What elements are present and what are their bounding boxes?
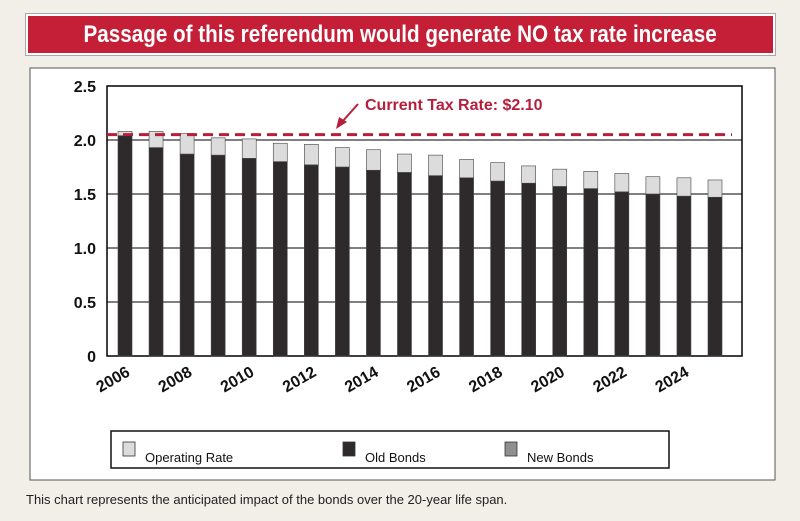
bar-operating-rate [304, 144, 319, 166]
bar-old-bonds [335, 166, 350, 357]
bar-old-bonds [552, 186, 568, 357]
bar-old-bonds [179, 153, 195, 357]
bar-operating-rate [645, 176, 661, 195]
bar-old-bonds [521, 182, 536, 357]
bar-old-bonds [210, 154, 226, 357]
bar-operating-rate [179, 133, 195, 155]
bar-operating-rate [210, 137, 226, 156]
bar-operating-rate [521, 165, 536, 184]
legend-label: Operating Rate [145, 450, 233, 465]
title-banner: Passage of this referendum would generat… [26, 14, 775, 55]
bar-operating-rate [397, 153, 412, 173]
bar-operating-rate [335, 147, 350, 168]
y-tick-label: 2.5 [74, 79, 96, 96]
bar-old-bonds [614, 191, 630, 357]
bar-old-bonds [117, 135, 133, 357]
bar-operating-rate [552, 168, 568, 187]
legend-swatch [122, 441, 136, 457]
bar-operating-rate [614, 173, 630, 193]
reference-arrow [341, 103, 359, 123]
bar-operating-rate [428, 154, 443, 176]
legend-swatch [342, 441, 356, 457]
bar-old-bonds [490, 180, 505, 357]
legend [110, 430, 670, 469]
bar-old-bonds [397, 172, 412, 357]
chart-title: Passage of this referendum would generat… [83, 20, 718, 48]
bar-old-bonds [676, 195, 692, 357]
reference-arrowhead [336, 117, 347, 129]
y-tick-label: 2.0 [74, 133, 96, 150]
bar-old-bonds [707, 196, 723, 357]
bar-old-bonds [428, 175, 443, 357]
bar-old-bonds [272, 161, 288, 357]
y-tick-label: 1.5 [74, 187, 96, 204]
reference-line-label: Current Tax Rate: $2.10 [365, 97, 543, 114]
footnote: This chart represents the anticipated im… [26, 492, 508, 507]
y-tick-label: 1.0 [74, 241, 96, 258]
bar-operating-rate [707, 179, 723, 198]
y-tick-label: 0.5 [74, 295, 96, 312]
bar-operating-rate [676, 177, 692, 197]
y-tick-label: 0 [87, 349, 96, 366]
bar-operating-rate [366, 149, 381, 171]
bar-operating-rate [459, 159, 474, 179]
bar-old-bonds [459, 177, 474, 357]
legend-swatch [504, 441, 518, 457]
bar-old-bonds [241, 158, 257, 357]
bar-operating-rate [583, 171, 599, 189]
bar-operating-rate [272, 142, 288, 162]
legend-label: New Bonds [527, 450, 594, 465]
legend-label: Old Bonds [365, 450, 426, 465]
bar-operating-rate [241, 138, 257, 159]
bar-old-bonds [366, 169, 381, 357]
bar-old-bonds [583, 188, 599, 357]
bar-old-bonds [645, 193, 661, 357]
bar-old-bonds [304, 164, 319, 357]
bar-old-bonds [148, 147, 164, 357]
bar-operating-rate [490, 162, 505, 182]
